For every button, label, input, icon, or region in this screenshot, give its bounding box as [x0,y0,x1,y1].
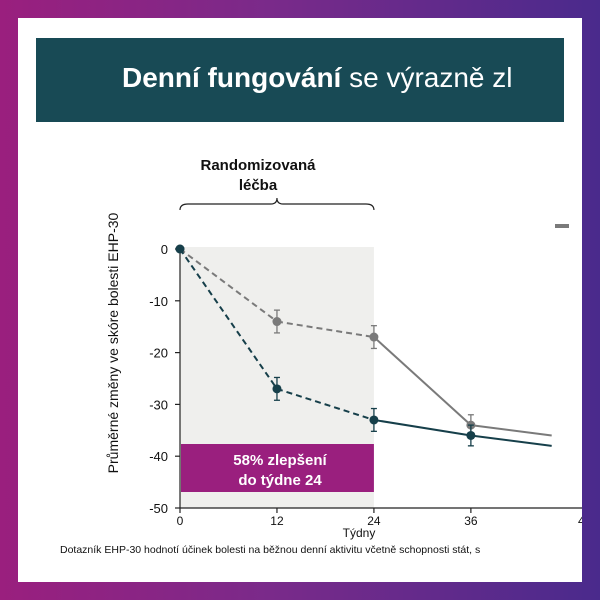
series-grey-point [369,332,379,342]
series-group [175,244,552,447]
bracket-label-line1: Randomizovaná [200,157,316,174]
slide-title-bold: Denní fungování [122,62,342,93]
series-grey-segment [276,320,375,339]
x-tick-label: 0 [177,514,184,528]
y-tick-label: -20 [149,346,168,361]
x-axis-label: Týdny [343,526,376,540]
y-tick-label: -30 [149,397,168,412]
chart: Randomizovaná léčba 0 -10 -20 -30 -40 -50 0 12… [105,157,582,540]
series-teal-point [272,384,282,394]
y-axis-label: Průměrné změny ve skóre bolesti EHP-30 [105,212,121,473]
series-teal-point [369,415,379,425]
bracket-label-line2: léčba [239,177,278,194]
y-ticks: 0 -10 -20 -30 -40 -50 [149,242,180,516]
series-teal-segment [373,418,472,437]
series-teal-segment [276,387,375,421]
randomized-bracket [179,197,375,211]
y-tick-label: 0 [161,242,168,257]
series-teal-segment [470,434,552,447]
y-tick-label: -10 [149,294,168,309]
x-tick-label: 36 [464,514,478,528]
footnote: Dotazník EHP-30 hodnotí účinek bolesti n… [60,544,481,556]
series-grey-segment [373,336,472,426]
series-grey-point [272,317,282,327]
x-tick-label-clipped: 4 [578,514,582,528]
slide-title: Denní fungování se výrazně zl [122,60,513,96]
series-teal-point [466,430,476,440]
legend-line-fragment [555,224,569,228]
slide-title-rest: se výrazně zl [341,62,513,93]
improvement-callout [181,444,374,492]
series-teal-point [175,244,185,254]
slide-card: Denní fungování se výrazně zl Randomizov… [18,18,582,582]
series-grey-segment [470,424,552,437]
title-banner: Denní fungování se výrazně zl [36,38,564,122]
x-tick-label: 24 [367,514,381,528]
y-tick-label: -40 [149,449,168,464]
series-teal-segment [179,248,278,390]
series-grey-segment [179,248,278,323]
y-tick-label: -50 [149,501,168,516]
callout-line1: 58% zlepšení [233,452,327,469]
callout-line2: do týdne 24 [238,472,322,489]
x-tick-label: 12 [270,514,284,528]
x-ticks: 0 12 24 36 4 [177,508,582,528]
